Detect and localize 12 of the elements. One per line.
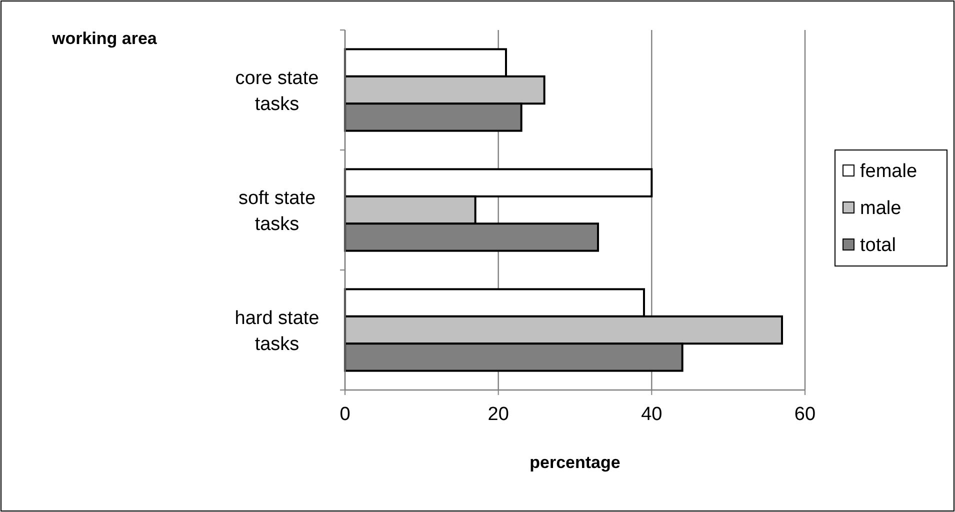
y-tick-label: hard state tasks	[234, 308, 320, 355]
y-tick-label: soft state tasks	[238, 188, 316, 235]
x-axis-title: percentage	[530, 453, 620, 472]
x-tick-label: 20	[488, 404, 509, 425]
legend-label: female	[860, 161, 918, 182]
x-tick-label: 60	[794, 404, 816, 425]
x-tick-label: 40	[641, 404, 662, 425]
x-tick-label: 0	[340, 404, 350, 425]
y-tick-label: core state tasks	[235, 68, 319, 115]
legend-label: male	[860, 198, 902, 219]
y-axis-title: working area	[51, 29, 158, 48]
legend-label: total	[860, 235, 896, 256]
